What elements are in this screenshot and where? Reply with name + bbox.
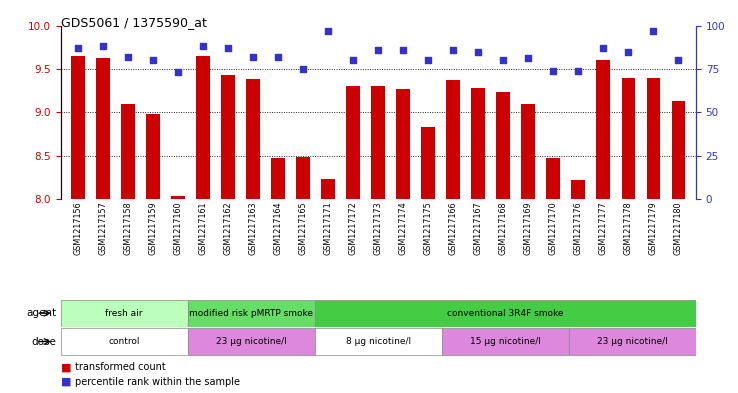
Bar (646, 77, 661, 199)
Text: ■: ■ (61, 377, 71, 387)
Point (497, 57, 509, 63)
Point (323, 28, 334, 34)
Text: ■: ■ (61, 362, 71, 373)
Point (72, 45, 84, 51)
Bar (296, 157, 310, 199)
Bar (196, 56, 210, 199)
Bar (672, 101, 686, 199)
Point (272, 53, 284, 60)
Bar (596, 60, 610, 199)
Text: fresh air: fresh air (106, 309, 143, 318)
Bar (187, 299, 314, 327)
Point (172, 69, 184, 75)
Bar (61, 328, 187, 355)
Bar (314, 328, 442, 355)
Point (573, 68, 584, 74)
Bar (522, 103, 535, 199)
Point (472, 48, 484, 55)
Bar (171, 196, 185, 199)
Bar (546, 158, 560, 199)
Bar (621, 77, 635, 199)
Point (197, 43, 209, 50)
Point (622, 48, 634, 55)
Point (147, 57, 159, 63)
Point (397, 47, 409, 53)
Bar (187, 328, 314, 355)
Bar (121, 103, 135, 199)
Point (222, 45, 234, 51)
Point (422, 57, 434, 63)
Point (647, 28, 659, 34)
Bar (497, 92, 510, 199)
Bar (272, 158, 285, 199)
Bar (246, 79, 260, 199)
Bar (571, 180, 585, 199)
Bar (569, 328, 696, 355)
Bar (221, 75, 235, 199)
Point (348, 57, 359, 63)
Bar (446, 80, 461, 199)
Point (247, 53, 259, 60)
Text: dose: dose (31, 336, 56, 347)
Text: percentile rank within the sample: percentile rank within the sample (75, 377, 241, 387)
Text: 23 μg nicotine/l: 23 μg nicotine/l (597, 337, 668, 346)
Text: transformed count: transformed count (75, 362, 166, 373)
Bar (96, 58, 110, 199)
Point (97, 43, 109, 50)
Bar (472, 88, 485, 199)
Bar (71, 56, 85, 199)
Bar (146, 114, 160, 199)
Point (297, 66, 309, 72)
Text: modified risk pMRTP smoke: modified risk pMRTP smoke (189, 309, 313, 318)
Text: agent: agent (26, 308, 56, 318)
Text: GDS5061 / 1375590_at: GDS5061 / 1375590_at (61, 16, 207, 29)
Text: 15 μg nicotine/l: 15 μg nicotine/l (470, 337, 541, 346)
Bar (421, 127, 435, 199)
Text: 23 μg nicotine/l: 23 μg nicotine/l (215, 337, 286, 346)
Text: 8 μg nicotine/l: 8 μg nicotine/l (345, 337, 411, 346)
Bar (314, 299, 696, 327)
Point (598, 45, 610, 51)
Point (523, 55, 534, 62)
Point (447, 47, 459, 53)
Point (123, 53, 134, 60)
Text: conventional 3R4F smoke: conventional 3R4F smoke (447, 309, 564, 318)
Point (373, 47, 384, 53)
Bar (396, 89, 410, 199)
Bar (371, 86, 385, 199)
Bar (346, 86, 360, 199)
Bar (442, 328, 569, 355)
Bar (321, 179, 335, 199)
Point (672, 57, 684, 63)
Point (548, 68, 559, 74)
Bar (61, 299, 187, 327)
Text: control: control (108, 337, 139, 346)
